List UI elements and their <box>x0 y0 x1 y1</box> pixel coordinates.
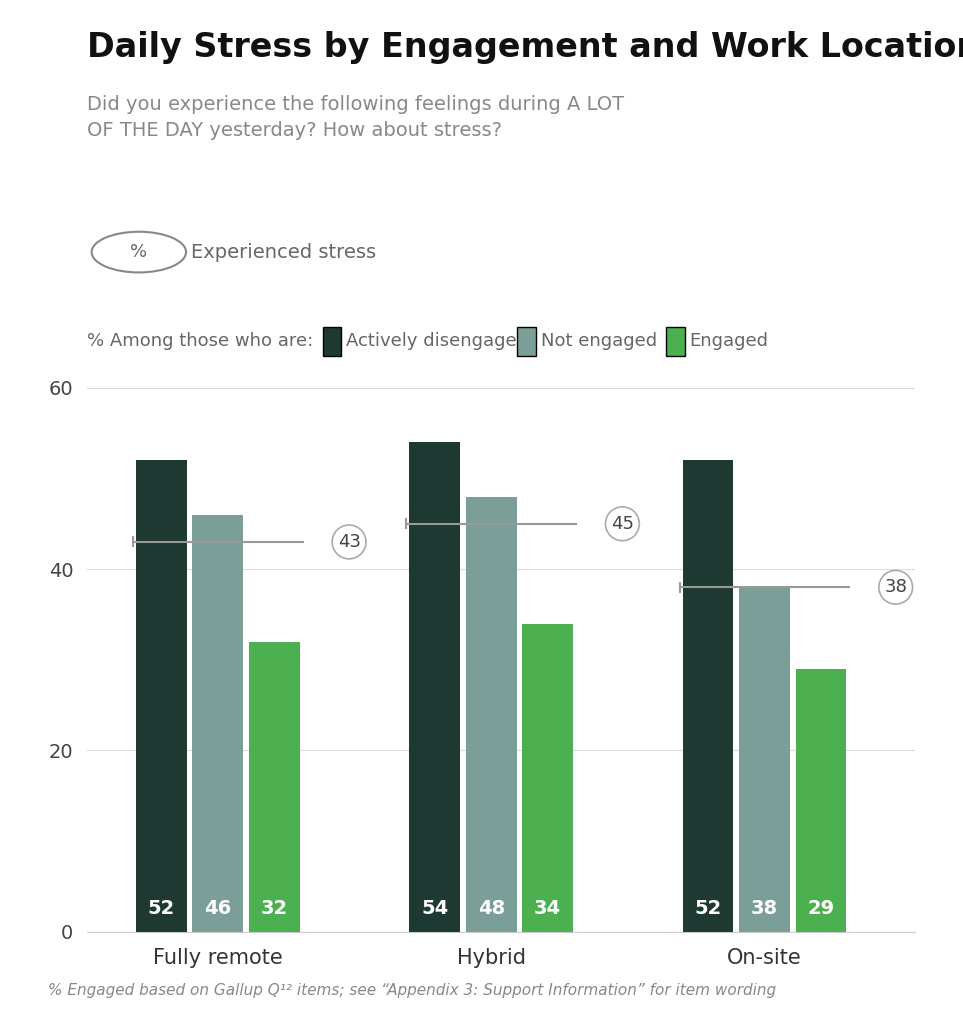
Bar <box>136 461 187 932</box>
Text: 32: 32 <box>261 899 288 919</box>
Bar <box>739 587 790 932</box>
Bar <box>409 442 460 932</box>
Bar <box>795 669 846 932</box>
Bar <box>193 515 244 932</box>
Text: 48: 48 <box>478 899 505 919</box>
Text: 38: 38 <box>884 579 907 596</box>
Text: 46: 46 <box>204 899 231 919</box>
FancyBboxPatch shape <box>323 327 341 355</box>
Text: Engaged: Engaged <box>690 333 768 350</box>
Text: Daily Stress by Engagement and Work Location: Daily Stress by Engagement and Work Loca… <box>87 31 963 63</box>
Text: 43: 43 <box>338 532 360 551</box>
Text: 34: 34 <box>534 899 561 919</box>
Bar <box>248 642 299 932</box>
Text: 45: 45 <box>611 515 634 532</box>
Bar <box>466 497 516 932</box>
Text: 52: 52 <box>694 899 721 919</box>
FancyBboxPatch shape <box>666 327 685 355</box>
Text: Experienced stress: Experienced stress <box>191 243 377 261</box>
Text: 54: 54 <box>421 899 449 919</box>
Text: %: % <box>130 243 147 261</box>
Text: 52: 52 <box>147 899 175 919</box>
Circle shape <box>91 231 186 272</box>
Text: Not engaged: Not engaged <box>540 333 657 350</box>
Text: % Engaged based on Gallup Q¹² items; see “Appendix 3: Support Information” for i: % Engaged based on Gallup Q¹² items; see… <box>48 983 776 998</box>
FancyBboxPatch shape <box>517 327 535 355</box>
Text: 38: 38 <box>751 899 778 919</box>
Bar <box>522 624 573 932</box>
Text: Did you experience the following feelings during A LOT
OF THE DAY yesterday? How: Did you experience the following feeling… <box>87 95 624 140</box>
Text: 29: 29 <box>807 899 835 919</box>
Text: Actively disengaged: Actively disengaged <box>346 333 528 350</box>
Text: % Among those who are:: % Among those who are: <box>87 333 313 350</box>
Bar <box>683 461 734 932</box>
